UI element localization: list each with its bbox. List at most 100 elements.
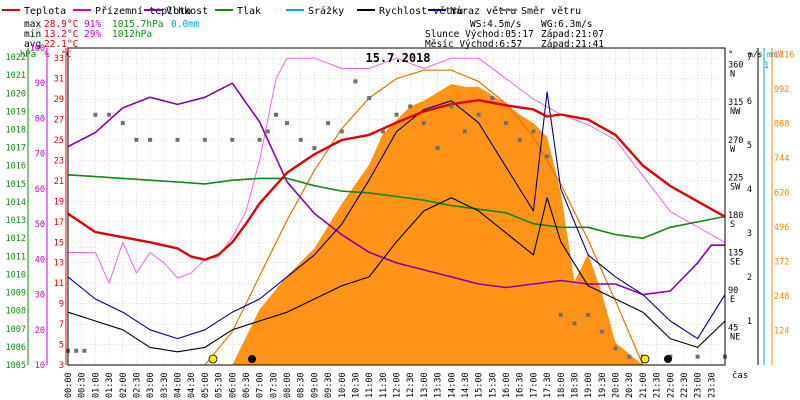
axis-tick-label-deg-compass: E bbox=[730, 295, 735, 305]
axis-tick-label-temp: 11 bbox=[54, 279, 64, 289]
wind-direction-point bbox=[572, 321, 577, 326]
axis-tick-label-deg: 90 bbox=[728, 286, 738, 296]
axis-tick-label-hpa: 1016 bbox=[6, 162, 26, 172]
series-line-maximální-záření bbox=[204, 69, 644, 366]
axis-tick-label-x: 07:00 bbox=[256, 372, 266, 398]
axis-tick-label-temp: 15 bbox=[54, 238, 64, 248]
wind-direction-point bbox=[613, 346, 618, 351]
wind-direction-point bbox=[230, 137, 235, 142]
wind-direction-point bbox=[394, 112, 399, 117]
sunset-marker bbox=[640, 354, 650, 364]
legend-label: Přízemní teplota bbox=[95, 5, 191, 17]
wind-direction-point bbox=[367, 96, 372, 101]
axis-tick-label-x: 15:30 bbox=[488, 372, 498, 398]
series-line-rychlost-větru bbox=[67, 197, 726, 353]
axis-tick-label-hpa: 1008 bbox=[6, 307, 26, 317]
wind-direction-point bbox=[148, 137, 153, 142]
axis-tick-label-x: 05:30 bbox=[215, 372, 225, 398]
sunrise-marker bbox=[208, 354, 218, 364]
axis-title-x: čas bbox=[732, 370, 748, 381]
wind-direction-point bbox=[339, 129, 344, 134]
axis-tick-label-x: 08:30 bbox=[297, 372, 307, 398]
axis-tick-label-wm2: 372 bbox=[774, 258, 789, 268]
wind-direction-point bbox=[490, 96, 495, 101]
axis-tick-label-deg-compass: N bbox=[730, 70, 735, 80]
wind-direction-point bbox=[257, 137, 262, 142]
axis-tick-label-pct: 60 bbox=[35, 185, 45, 195]
axis-tick-label-hpa: 1018 bbox=[6, 126, 26, 136]
stat-min-hum: 29% bbox=[84, 29, 101, 40]
series-line-přízemní-teplota bbox=[68, 57, 726, 284]
axis-tick-label-hpa: 1019 bbox=[6, 107, 26, 117]
axis-tick-label-wm2: 992 bbox=[774, 85, 789, 95]
axis-tick-label-hpa: 1022 bbox=[6, 53, 26, 63]
axis-tick-label-x: 02:00 bbox=[119, 372, 129, 398]
axis-tick-label-x: 21:00 bbox=[639, 372, 649, 398]
axis-tick-label-ms: 2 bbox=[747, 273, 752, 283]
moonset-marker bbox=[664, 355, 672, 363]
axis-tick-label-x: 20:30 bbox=[625, 372, 635, 398]
axis-tick-label-x: 01:30 bbox=[105, 372, 115, 398]
axis-tick-label-x: 20:00 bbox=[612, 372, 622, 398]
axis-tick-label-pct: 70 bbox=[35, 150, 45, 160]
axis-tick-label-hpa: 1011 bbox=[6, 252, 26, 262]
axis-tick-label-wm2: 496 bbox=[774, 223, 789, 233]
axis-tick-label-x: 10:30 bbox=[351, 372, 361, 398]
wind-direction-point bbox=[545, 154, 550, 159]
axis-tick-label-x: 22:00 bbox=[666, 372, 676, 398]
axis-tick-label-hpa: 1012 bbox=[6, 234, 26, 244]
wind-direction-point bbox=[517, 137, 522, 142]
axis-tick-label-wm2: 248 bbox=[774, 292, 789, 302]
axis-title-temp: °C bbox=[61, 50, 72, 60]
axis-tick-label-pct: 100 bbox=[30, 44, 45, 54]
wind-direction-point bbox=[93, 112, 98, 117]
axis-title-wm2: W bbox=[778, 50, 784, 60]
wind-direction-point bbox=[531, 129, 536, 134]
axis-tick-label-temp: 27 bbox=[54, 116, 64, 126]
stat-label: avg bbox=[24, 39, 41, 50]
axis-tick-label-hpa: 1005 bbox=[6, 361, 26, 371]
stat-min-temp: 13.2°C bbox=[44, 29, 78, 40]
axis-tick-label-x: 14:00 bbox=[447, 372, 457, 398]
axis-tick-label-wm2: 1116 bbox=[774, 51, 794, 61]
wind-direction-point bbox=[695, 354, 700, 359]
axis-tick-label-hpa: 1006 bbox=[6, 343, 26, 353]
legend-label: Srážky bbox=[308, 5, 344, 17]
axis-tick-label-x: 23:30 bbox=[707, 372, 717, 398]
axis-tick-label-temp: 25 bbox=[54, 136, 64, 146]
axis-tick-label-pct: 10 bbox=[35, 361, 45, 371]
stat-moon-rise: Měsíc Východ:6:57 bbox=[425, 39, 522, 50]
stat-max-temp: 28.9°C bbox=[44, 19, 78, 30]
axis-tick-label-x: 18:00 bbox=[557, 372, 567, 398]
wind-direction-point bbox=[120, 121, 125, 126]
axis-tick-label-pct: 50 bbox=[35, 220, 45, 230]
axis-tick-label-x: 00:30 bbox=[78, 372, 88, 398]
stat-min-press: 1012hPa bbox=[112, 29, 152, 40]
stat-sun-set: Západ:21:07 bbox=[541, 29, 604, 40]
wind-direction-point bbox=[326, 121, 331, 126]
axis-tick-label-temp: 21 bbox=[54, 177, 64, 187]
axis-tick-label-x: 03:00 bbox=[146, 372, 156, 398]
wind-direction-point bbox=[462, 129, 467, 134]
axis-tick-label-deg: 270 bbox=[728, 136, 743, 146]
wind-direction-point bbox=[599, 329, 604, 334]
axis-tick-label-hpa: 1014 bbox=[6, 198, 26, 208]
axis-tick-label-x: 18:30 bbox=[570, 372, 580, 398]
axis-tick-label-x: 05:00 bbox=[201, 372, 211, 398]
series-line-náraz-větru bbox=[67, 91, 726, 340]
axis-tick-label-temp: 3 bbox=[59, 361, 64, 371]
axis-tick-label-x: 17:30 bbox=[543, 372, 553, 398]
legend-label: Náraz větru bbox=[450, 5, 516, 17]
axis-tick-label-temp: 29 bbox=[54, 95, 64, 105]
axis-tick-label-deg-compass: NE bbox=[730, 332, 740, 342]
axis-tick-label-wm2: 744 bbox=[774, 154, 789, 164]
axis-tick-label-mm: 1 bbox=[764, 61, 769, 71]
legend-label: Teplota bbox=[24, 6, 66, 17]
series-line-vlhkost bbox=[67, 82, 725, 296]
axis-tick-label-deg: 45 bbox=[728, 323, 738, 333]
moonrise-marker bbox=[248, 355, 256, 363]
series-line-tlak bbox=[67, 174, 726, 239]
axis-tick-label-deg: 360 bbox=[728, 61, 743, 71]
axis-tick-label-x: 11:00 bbox=[365, 372, 375, 398]
axis-tick-label-pct: 30 bbox=[35, 291, 45, 301]
